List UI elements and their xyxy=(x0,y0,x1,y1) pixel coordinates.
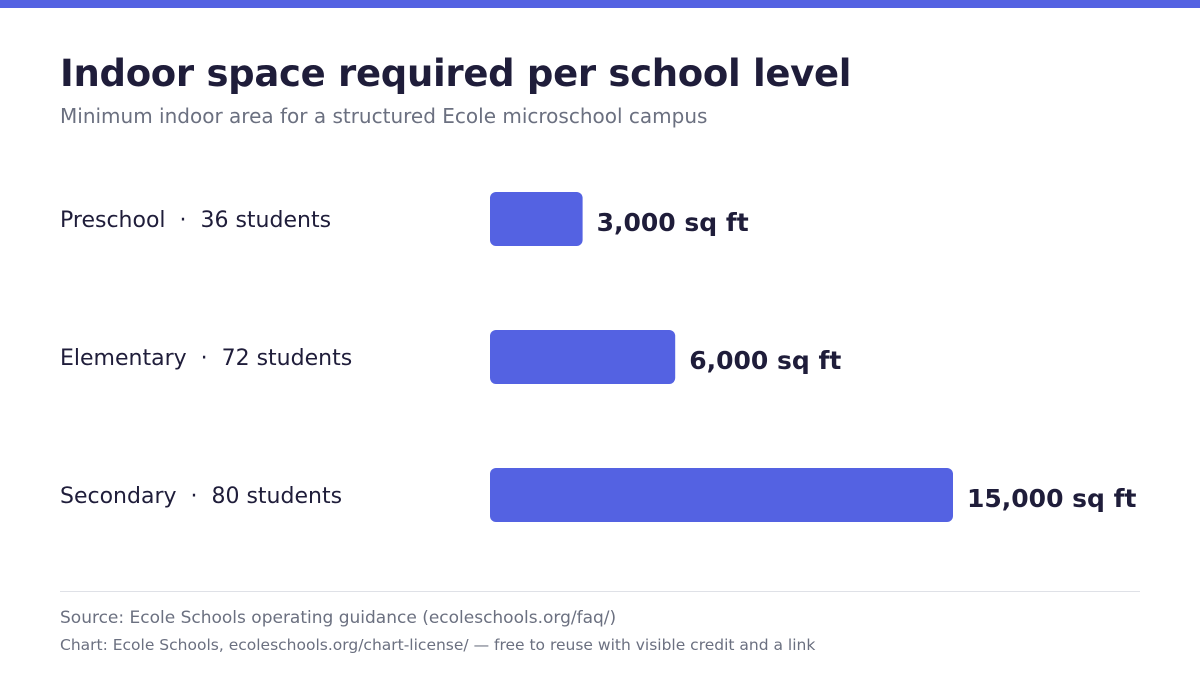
category-separator: · xyxy=(177,484,212,509)
category-label-elementary: Elementary · 72 students xyxy=(60,346,352,371)
bar-preschool xyxy=(490,192,583,246)
category-label-preschool: Preschool · 36 students xyxy=(60,208,331,233)
category-name: Preschool xyxy=(60,208,166,233)
bar-elementary xyxy=(490,330,676,384)
category-name: Secondary xyxy=(60,484,177,509)
category-name: Elementary xyxy=(60,346,187,371)
footer-divider xyxy=(60,591,1140,592)
category-students: 72 students xyxy=(222,346,353,371)
chart-title: Indoor space required per school level xyxy=(60,52,852,95)
chart-subtitle: Minimum indoor area for a structured Eco… xyxy=(60,104,708,128)
value-label-secondary: 15,000 sq ft xyxy=(967,484,1137,513)
category-students: 80 students xyxy=(211,484,342,509)
source-note: Source: Ecole Schools operating guidance… xyxy=(60,608,617,628)
value-label-elementary: 6,000 sq ft xyxy=(689,346,841,375)
bar-secondary xyxy=(490,468,953,522)
category-students: 36 students xyxy=(200,208,331,233)
category-separator: · xyxy=(166,208,201,233)
category-label-secondary: Secondary · 80 students xyxy=(60,484,342,509)
value-label-preschool: 3,000 sq ft xyxy=(597,208,749,237)
category-separator: · xyxy=(187,346,222,371)
credit-note: Chart: Ecole Schools, ecoleschools.org/c… xyxy=(60,636,816,654)
top-accent-bar xyxy=(0,0,1200,8)
